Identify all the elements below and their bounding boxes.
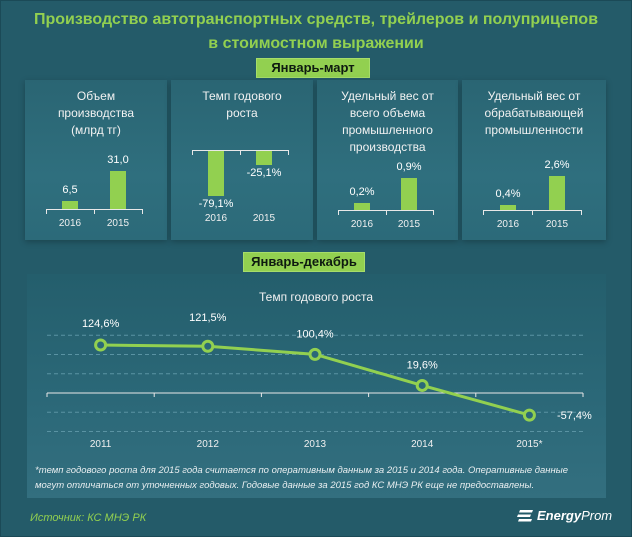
data-point-2011 (94, 338, 108, 352)
bar-2015 (256, 151, 272, 165)
data-label-2013: 100,4% (296, 328, 334, 340)
x-axis (338, 210, 433, 211)
data-point-2015* (522, 408, 536, 422)
x-tick-label-2015: 2015 (397, 219, 421, 230)
value-label-2016: 0,4% (495, 188, 521, 200)
panel-title-line: промышленного (342, 123, 433, 137)
x-tick-label-2013: 2013 (304, 439, 327, 450)
axis-tick (192, 150, 193, 155)
value-label-2015: 2,6% (544, 159, 570, 171)
axis-tick (94, 209, 95, 214)
x-tick-label-2011: 2011 (90, 439, 112, 450)
data-label-2015*: -57,4% (557, 410, 592, 422)
value-label-2015: 0,9% (396, 161, 422, 173)
x-tick-label-2015*: 2015* (516, 439, 542, 450)
line-chart: Темп годового роста 124,6% 2011 121,5% 2012 1… (46, 290, 592, 450)
x-tick-label-2012: 2012 (197, 439, 220, 450)
axis-tick (386, 210, 387, 215)
panel-title-line: производства (57, 106, 135, 120)
panel-production-volume: Объем производства (млрд тг) 6,5 2016 31,0 201… (25, 80, 167, 240)
energyprom-logo: Energy Prom (516, 508, 612, 523)
value-label-2015: 31,0 (107, 154, 129, 166)
axis-tick (433, 210, 434, 215)
footnote: *темп годового роста для 2015 года счита… (35, 463, 595, 493)
source-text: Источник: КС МНЭ РК (30, 512, 147, 524)
data-label-2012: 121,5% (189, 312, 227, 324)
panel-title: Удельный вес от всего объема промышленного… (317, 88, 458, 156)
x-tick-label-2015: 2015 (106, 218, 130, 229)
bar-2016 (500, 205, 516, 210)
title-line-1: Производство автотранспортных средств, т… (33, 11, 599, 28)
axis-tick (483, 210, 484, 215)
data-label-2011: 124,6% (82, 318, 120, 330)
bar-2016 (208, 151, 224, 196)
title-line-2: в стоимостном выражении (208, 35, 424, 52)
panel-title: Темп годового роста (171, 88, 313, 122)
bar-2015 (401, 178, 417, 210)
axis-tick (532, 210, 533, 215)
data-label-2014: 19,6% (407, 359, 438, 371)
x-tick-label-2016: 2016 (58, 218, 82, 229)
footnote-line-1: *темп годового роста для 2015 года счита… (35, 465, 569, 476)
page-title: Производство автотранспортных средств, т… (0, 8, 632, 56)
line-chart-title: Темп годового роста (259, 290, 373, 304)
panel-share-industry: Удельный вес от всего объема промышленного… (317, 80, 458, 240)
value-label-2016: -79,1% (198, 198, 234, 210)
panel-title-line: промышленности (484, 123, 584, 137)
x-tick-label-2016: 2016 (350, 219, 374, 230)
value-label-2016: 0,2% (349, 186, 375, 198)
logo-stripes-icon (517, 509, 533, 521)
bar-2015 (549, 176, 565, 210)
panel-annual-growth: Темп годового роста 124,6% 2011 121,5% 2012 1… (27, 274, 606, 498)
logo-text-light: Prom (581, 508, 613, 523)
axis-tick (46, 209, 47, 214)
badge-january-december: Январь-декабрь (243, 252, 365, 272)
panel-title-line: Удельный вес от (487, 89, 581, 103)
panel-title-line: обрабатывающей (484, 106, 584, 120)
x-tick-label-2014: 2014 (411, 439, 434, 450)
x-tick-label-2016: 2016 (496, 219, 520, 230)
x-tick-label-2015: 2015 (252, 213, 276, 224)
panel-title-line: Объем (76, 89, 116, 103)
axis-tick (240, 150, 241, 155)
panel-title-line: всего объема (349, 106, 426, 120)
axis-tick (288, 150, 289, 155)
axis-tick (142, 209, 143, 214)
panel-title: Объем производства (млрд тг) (25, 88, 167, 139)
panel-title: Удельный вес от обрабатывающей промышленно… (462, 88, 606, 139)
data-point-2012 (201, 339, 215, 353)
panel-title-line: Темп годового (202, 89, 282, 103)
panel-title-line: роста (226, 106, 258, 120)
logo-text-bold: Energy (537, 508, 582, 523)
panel-title-line: производства (349, 140, 426, 154)
bar-2016 (62, 201, 78, 209)
x-tick-label-2015: 2015 (545, 219, 569, 230)
data-point-2013 (308, 347, 322, 361)
axis-tick (338, 210, 339, 215)
panel-growth-rate: Темп годового роста -79,1% 2016 -25,1% 2015 (171, 80, 313, 240)
panel-title-line: Удельный вес от (341, 89, 434, 103)
x-tick-label-2016: 2016 (204, 213, 228, 224)
bar-2016 (354, 203, 370, 210)
bar-2015 (110, 171, 126, 209)
data-point-2014 (415, 378, 429, 392)
footnote-line-2: могут отличаться от уточненных годовых. … (35, 480, 535, 491)
value-label-2015: -25,1% (246, 167, 282, 179)
panel-share-manufacturing: Удельный вес от обрабатывающей промышленно… (462, 80, 606, 240)
panel-title-line: (млрд тг) (71, 123, 121, 137)
badge-january-march: Январь-март (256, 58, 370, 78)
axis-tick (581, 210, 582, 215)
value-label-2016: 6,5 (62, 184, 78, 196)
